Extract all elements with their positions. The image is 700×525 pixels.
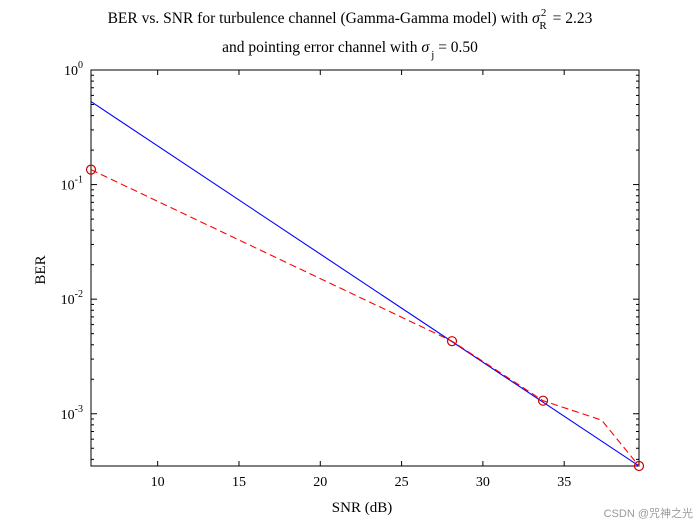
y-tick-label: 100 [64,60,83,79]
data-point-marker [446,336,458,347]
axes-box [90,69,640,467]
data-point-marker [633,460,645,472]
x-tick-label: 25 [395,475,409,490]
watermark: CSDN @咒神之光 [604,506,693,520]
x-tick-label: 30 [476,475,490,490]
y-tick-label: 10-2 [61,289,83,308]
x-axis-label: SNR (dB) [332,500,392,516]
series-line-dashed [90,169,640,467]
y-tick-label: 10-3 [61,404,83,423]
chart-title: BER vs. SNR for turbulence channel (Gamm… [108,7,593,61]
x-tick-label: 10 [151,475,165,490]
x-tick-label: 15 [232,475,246,490]
data-point-marker [537,395,549,406]
y-tick-label: 10-1 [61,175,83,194]
x-tick-label: 20 [313,475,327,490]
y-axis-label: BER [33,255,49,284]
data-point-marker [85,164,97,175]
plot-area: 10 15 20 25 30 35 100 10-1 10-2 10-3 [61,60,645,490]
x-tick-label: 35 [557,475,571,490]
series-line-solid [90,101,640,467]
chart-title-line-1: BER vs. SNR for turbulence channel (Gamm… [108,7,593,32]
